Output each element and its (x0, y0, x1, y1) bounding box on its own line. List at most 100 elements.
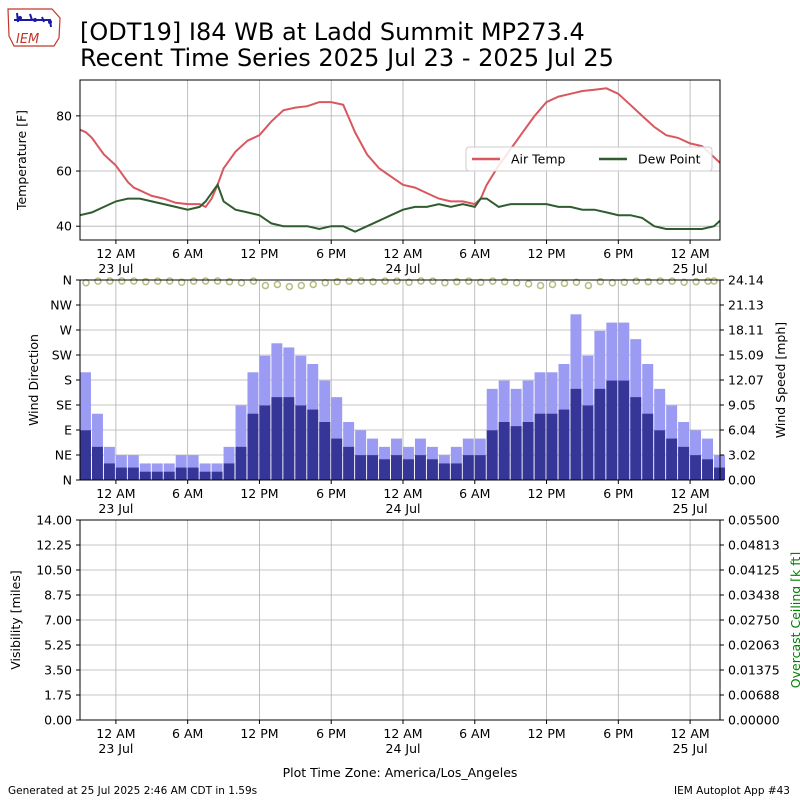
gust-bar (80, 372, 91, 480)
wind-direction-point (154, 277, 162, 285)
speed-bar (486, 430, 498, 480)
x-tick-label: 12 AM (96, 726, 135, 741)
speed-bar (654, 430, 666, 480)
speed-bar (223, 463, 235, 480)
wind-direction-point (165, 277, 174, 285)
y-tick-label: SW (52, 348, 72, 363)
legend-air-temp-label: Air Temp (511, 152, 566, 167)
wind-direction-point (692, 277, 700, 286)
speed-bar (283, 397, 295, 480)
x-tick-label: 25 Jul (673, 501, 708, 516)
wind-direction-point (273, 280, 282, 289)
wind-direction-point (560, 279, 569, 288)
x-tick-label: 12 PM (240, 726, 278, 741)
wind-direction-point (94, 277, 102, 285)
x-tick-label: 6 AM (459, 246, 490, 261)
iem-logo: IEM (7, 8, 61, 47)
wind-direction-point (596, 277, 605, 286)
y2-tick-label: 0.05500 (728, 513, 780, 528)
speed-bar (80, 430, 91, 480)
y2-tick-label: 0.04125 (728, 563, 780, 578)
y2-tick-label: 24.14 (728, 273, 764, 288)
wind-direction-point (429, 277, 437, 285)
x-tick-label: 12 AM (96, 246, 135, 261)
x-tick-label: 12 AM (670, 486, 709, 501)
wind-direction-point (261, 281, 270, 290)
x-tick-label: 12 AM (383, 726, 422, 741)
speed-bar (319, 422, 331, 480)
x-tick-label: 12 AM (670, 246, 709, 261)
chart-title: [ODT19] I84 WB at Ladd Summit MP273.4 (80, 18, 585, 46)
y2-tick-label: 0.03438 (728, 588, 780, 603)
wind-direction-point (536, 281, 545, 290)
y-tick-label: SE (56, 398, 72, 413)
wind-direction-ylabel: Wind Direction (26, 334, 41, 426)
y2-tick-label: 0.04813 (728, 538, 780, 553)
x-tick-label: 12 AM (670, 726, 709, 741)
speed-bar (355, 455, 367, 480)
x-tick-label: 12 PM (527, 726, 565, 741)
y-tick-label: W (60, 323, 72, 338)
visibility-panel: 0.001.753.505.257.008.7510.5012.2514.00 … (8, 513, 800, 781)
wind-direction-point (572, 278, 581, 286)
y-tick-label: N (63, 473, 72, 488)
speed-bar (450, 463, 462, 480)
speed-bar (558, 409, 570, 480)
x-tick-label: 25 Jul (673, 741, 708, 756)
x-tick-label: 6 AM (459, 726, 490, 741)
x-tick-label: 23 Jul (98, 741, 133, 756)
wind-direction-point (285, 282, 294, 291)
speed-bar (402, 459, 414, 480)
visibility-ylabel: Visibility [miles] (8, 570, 23, 669)
timezone-xlabel: Plot Time Zone: America/Los_Angeles (283, 765, 518, 780)
speed-bar (211, 471, 223, 480)
speed-bar (91, 446, 103, 480)
y2-tick-label: 6.04 (728, 423, 756, 438)
wind-direction-point (309, 280, 318, 289)
wind-direction-point (668, 277, 676, 285)
y-tick-label: 10.50 (36, 563, 72, 578)
speed-bar (199, 471, 211, 480)
app-footer: IEM Autoplot App #43 (674, 785, 790, 797)
y2-tick-label: 9.05 (728, 398, 756, 413)
x-tick-label: 6 PM (603, 726, 633, 741)
chart-subtitle: Recent Time Series 2025 Jul 23 - 2025 Ju… (80, 44, 614, 72)
speed-bar (151, 471, 163, 480)
y2-tick-label: 12.07 (728, 373, 764, 388)
x-tick-label: 6 PM (603, 486, 633, 501)
y2-tick-label: 0.02063 (728, 638, 780, 653)
y2-tick-label: 3.02 (728, 448, 756, 463)
wind-direction-point (704, 277, 712, 285)
speed-bar (510, 426, 522, 480)
wind-direction-point (237, 279, 246, 287)
gust-bar (235, 405, 247, 480)
wind-direction-point (620, 278, 629, 286)
temperature-plot-frame (79, 79, 721, 241)
wind-direction-point (584, 281, 593, 290)
y-tick-label: 1.75 (44, 688, 72, 703)
speed-bar (259, 405, 271, 480)
y2-tick-label: 0.00688 (728, 688, 780, 703)
speed-bar (498, 422, 510, 480)
air-temp-line (79, 87, 721, 209)
logo-text: IEM (16, 32, 39, 47)
y-tick-label: 3.50 (44, 663, 72, 678)
speed-bar (426, 459, 438, 480)
generated-footer: Generated at 25 Jul 2025 2:46 AM CDT in … (8, 785, 257, 797)
speed-bar (582, 405, 594, 480)
x-tick-label: 24 Jul (386, 261, 421, 276)
x-tick-label: 23 Jul (98, 501, 133, 516)
x-tick-label: 6 AM (459, 486, 490, 501)
wind-direction-point (644, 277, 652, 286)
wind-direction-point (680, 278, 688, 286)
speed-bar (690, 455, 702, 480)
x-tick-label: 12 PM (240, 246, 278, 261)
speed-bar (307, 409, 319, 480)
wind-direction-point (321, 279, 329, 287)
temperature-ylabel: Temperature [F] (14, 110, 29, 211)
dew-point-line (79, 182, 721, 233)
y-tick-label: NE (55, 448, 72, 463)
speed-bar (331, 438, 343, 480)
